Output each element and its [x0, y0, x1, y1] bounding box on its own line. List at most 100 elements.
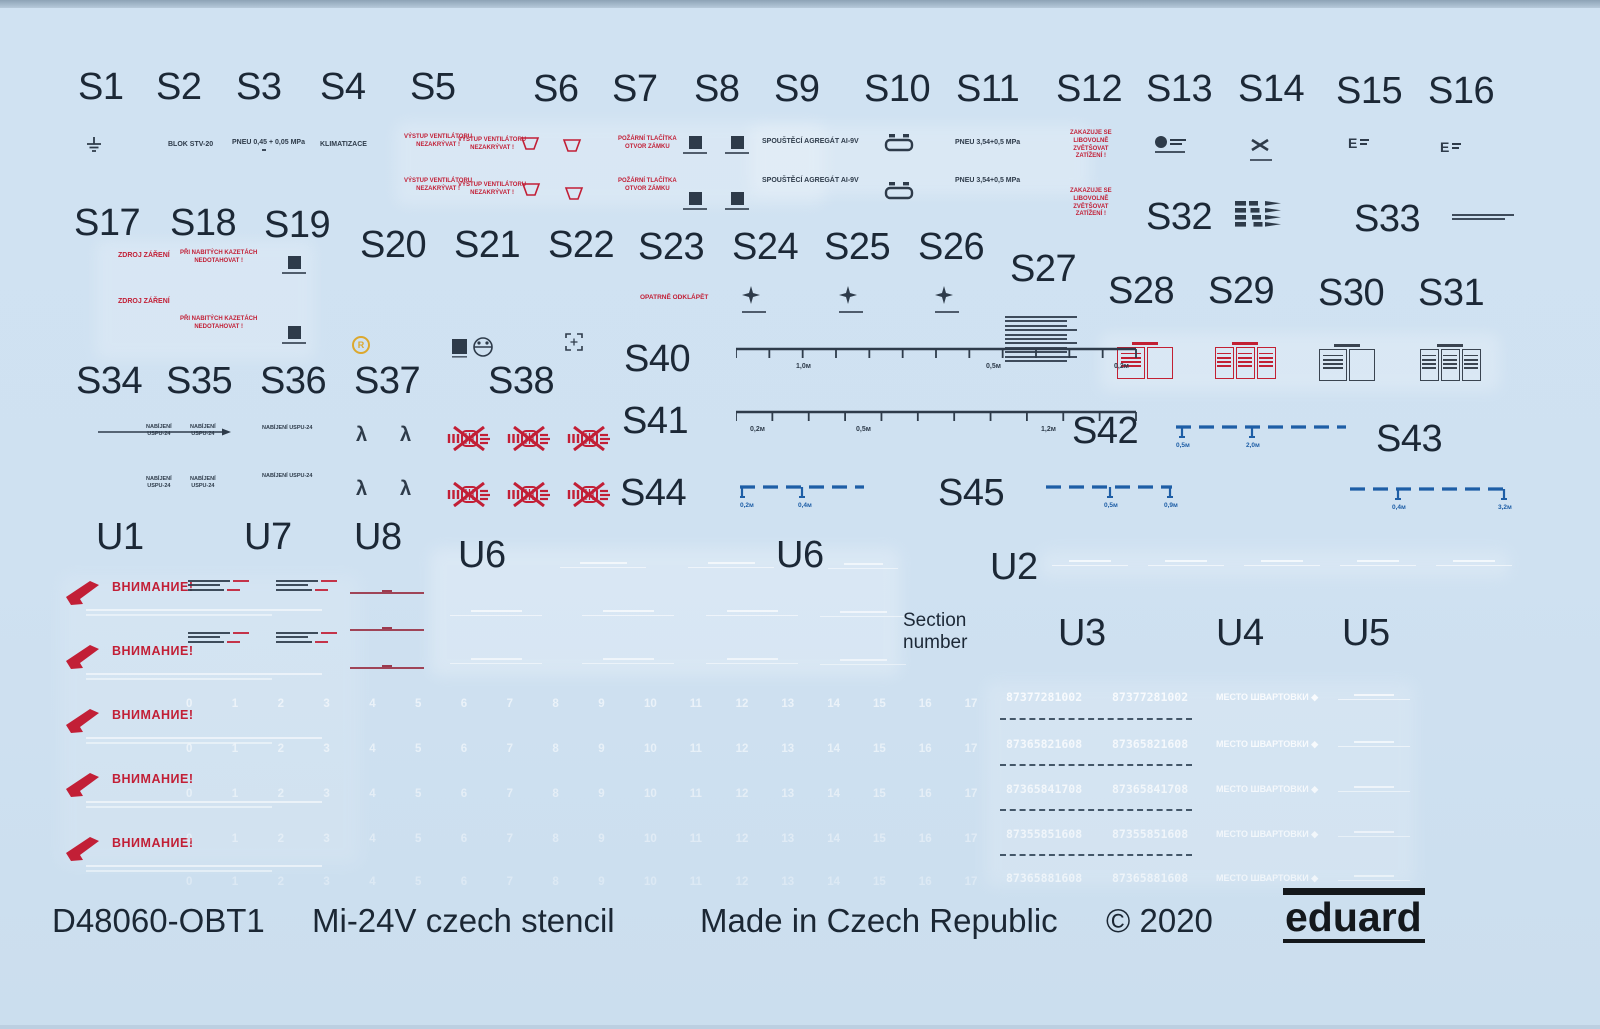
section-label: S30 [1318, 272, 1385, 314]
hook-stencil-icon: λ [356, 478, 368, 500]
number-row-stencil: 10 [644, 743, 657, 755]
number-row-stencil: 6 [460, 698, 468, 710]
sheet-bottom-edge [0, 1025, 1600, 1029]
vnimanie-text: ВНИМАНИЕ! [112, 836, 194, 850]
section-label: S24 [732, 226, 799, 268]
section-label: S11 [956, 68, 1020, 110]
section-label: S29 [1208, 270, 1275, 312]
number-row-stencil: 10 [644, 876, 657, 888]
number-row-stencil: 4 [369, 698, 376, 710]
vnimanie-text: ВНИМАНИЕ! [112, 580, 194, 594]
white-stencil-line [1338, 741, 1410, 748]
section-label: S13 [1146, 68, 1213, 110]
section-label: U1 [96, 516, 144, 558]
white-stencil-text: 87365881608 [1006, 871, 1083, 885]
stencil-caption: VÝSTUP VENTILÁTORU NEZAKRÝVAT ! [404, 134, 473, 148]
number-row-stencil: 2 [277, 788, 284, 800]
stencil-caption: NABÍJENÍ USPU-24 [146, 424, 172, 438]
number-row-stencil: 5 [415, 698, 422, 710]
white-stencil-line [1338, 831, 1410, 838]
emblem-stencil [1235, 200, 1283, 235]
stencil-caption: PŘI NABITÝCH KAZETÁCH NEDOTAHOVAT ! [180, 250, 258, 264]
number-row-stencil: 5 [415, 833, 422, 845]
eduard-logo: eduard [1283, 888, 1425, 944]
stencil-caption: NABÍJENÍ USPU-24 [262, 473, 313, 479]
section-label: S4 [320, 66, 366, 108]
stencil-caption: BLOK STV-20 [168, 141, 214, 148]
white-stencil-line [1148, 560, 1224, 567]
number-row-stencil: 15 [873, 698, 886, 710]
section-label: U4 [1216, 612, 1264, 654]
white-stencil-line [450, 610, 542, 617]
section-number-note-line1: Section [903, 610, 967, 631]
stencil-caption: KLIMATIZACE [320, 141, 367, 148]
cross-stencil-icon [1250, 138, 1272, 161]
section-label: S9 [774, 68, 820, 110]
eduard-logo-top-bar [1283, 888, 1425, 895]
white-stencil-text: МЕСТО ШВАРТОВКИ ◆ [1216, 829, 1319, 839]
hook-stencil-icon: λ [400, 478, 412, 500]
number-row-stencil: 7 [506, 876, 513, 888]
white-stencil-text: 87365881608 [1112, 871, 1189, 885]
section-label: U6 [776, 534, 824, 576]
section-label: S7 [612, 68, 658, 110]
eduard-logo-wordmark: eduard [1285, 894, 1422, 940]
section-label: S31 [1418, 272, 1485, 314]
number-row-stencil: 10 [644, 698, 657, 710]
number-row-stencil: 15 [873, 876, 886, 888]
cut-separator-line [1000, 809, 1192, 811]
stencil-caption: VÝSTUP VENTILÁTORU NEZAKRÝVAT ! [458, 182, 527, 196]
trapezoid-stencil-icon [521, 182, 541, 202]
number-row-stencil: 2 [277, 698, 284, 710]
white-stencil-text: МЕСТО ШВАРТОВКИ ◆ [1216, 692, 1319, 702]
number-row-stencil: 13 [781, 833, 795, 845]
stencil-caption: SPOUŠTĚCÍ AGREGÁT AI-9V [762, 177, 859, 184]
number-row-stencil: 14 [827, 876, 840, 888]
number-row-stencil: 4 [369, 788, 376, 800]
section-label: S45 [938, 472, 1005, 514]
white-stencil-text: 87377281002 [1112, 690, 1189, 704]
section-label: S21 [454, 224, 521, 266]
number-row-stencil: 11 [689, 743, 702, 755]
section-label: S28 [1108, 270, 1175, 312]
line-stencil [350, 665, 424, 669]
number-row-stencil: 9 [598, 743, 605, 755]
section-label: S19 [264, 204, 331, 246]
section-label: S16 [1428, 70, 1495, 112]
vnimanie-warning-stencil: ВНИМАНИЕ! [66, 708, 322, 745]
star-stencil-icon [935, 286, 959, 313]
section-label: U2 [990, 546, 1038, 588]
number-row-stencil: 5 [415, 743, 422, 755]
svg-text:0,5м: 0,5м [1104, 502, 1118, 509]
white-stencil-line [1052, 560, 1128, 567]
number-row-stencil: 16 [918, 876, 932, 888]
section-label: S26 [918, 226, 985, 268]
micro-text-block [1452, 214, 1514, 223]
number-row-stencil: 3 [323, 833, 330, 845]
made-in-text: Made in Czech Republic [700, 902, 1058, 939]
no-step-stencil-icon [506, 425, 552, 456]
number-row-stencil: 7 [506, 743, 513, 755]
vnimanie-text: ВНИМАНИЕ! [112, 708, 194, 722]
sheet-code: D48060-OBT1 [52, 902, 265, 939]
red-flag-icon [66, 773, 99, 797]
number-row-stencil: 9 [598, 698, 605, 710]
section-label: U3 [1058, 612, 1106, 654]
number-row-stencil: 0 [186, 698, 193, 710]
number-row-stencil: 5 [415, 788, 422, 800]
square-stencil-icon [725, 192, 749, 210]
section-number-note: Section number [903, 610, 967, 654]
vnimanie-warning-stencil: ВНИМАНИЕ! [66, 772, 322, 809]
no-step-stencil-icon [446, 425, 492, 456]
section-label: U6 [458, 534, 506, 576]
vnimanie-text: ВНИМАНИЕ! [112, 644, 194, 658]
white-stencil-text: МЕСТО ШВАРТОВКИ ◆ [1216, 739, 1319, 749]
number-row-stencil: 12 [735, 876, 749, 888]
section-label: S10 [864, 68, 931, 110]
white-stencil-line [450, 658, 542, 665]
eduard-logo-bottom-bar [1283, 939, 1425, 944]
svg-text:2,0м: 2,0м [1246, 442, 1260, 449]
ruler-stencil-black: 0,2м 0,5м 1,2м [735, 409, 1150, 440]
number-row-stencil: 17 [964, 698, 978, 710]
number-row-stencil: 8 [552, 788, 559, 800]
